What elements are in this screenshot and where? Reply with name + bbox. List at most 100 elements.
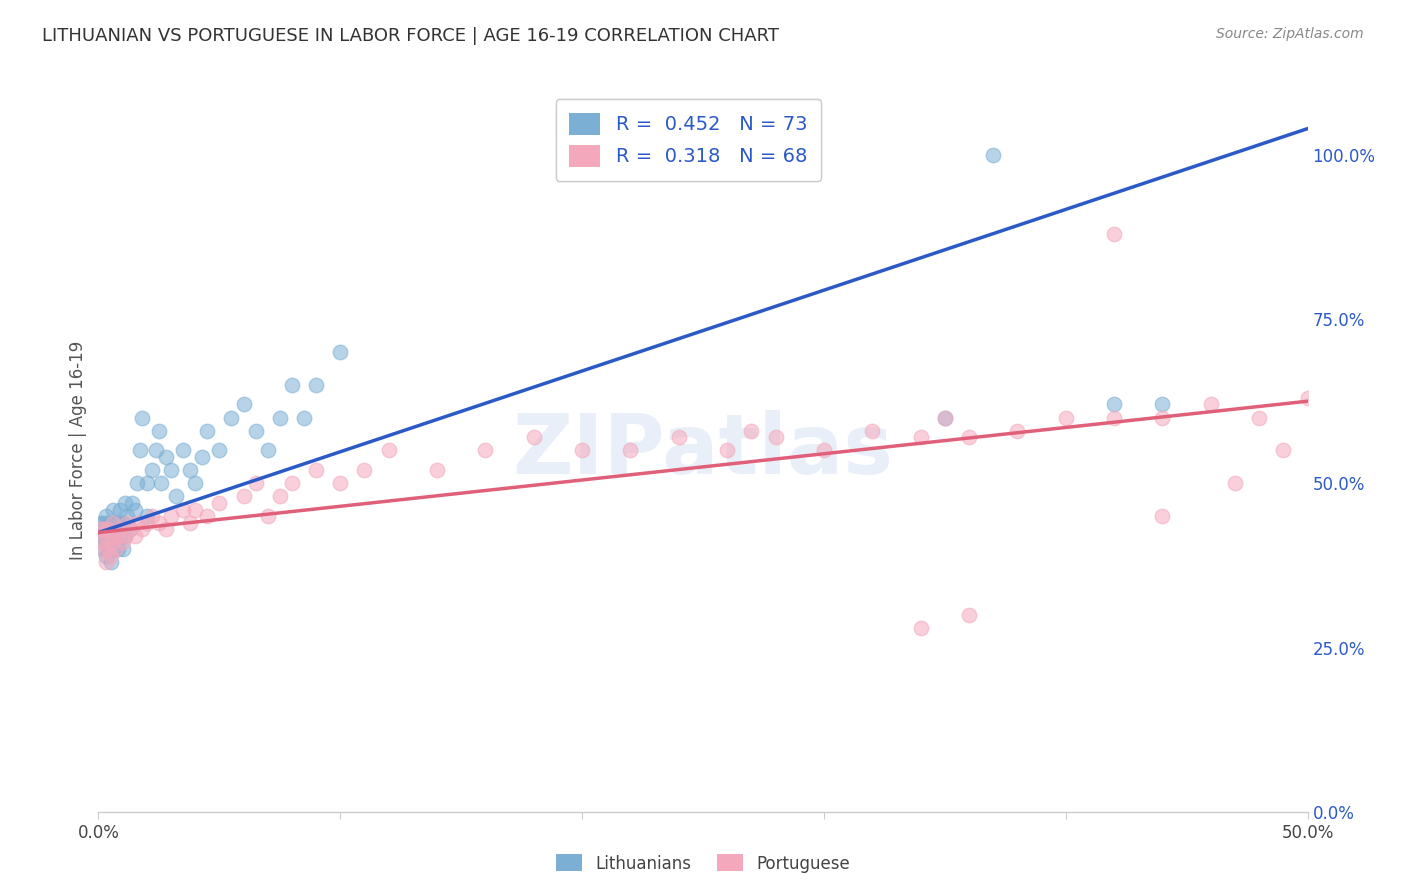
Point xyxy=(111,541,134,556)
Point xyxy=(232,397,254,411)
Point xyxy=(124,529,146,543)
Point xyxy=(101,516,124,530)
Point xyxy=(160,509,183,524)
Point xyxy=(91,522,114,536)
Point xyxy=(135,509,157,524)
Point xyxy=(94,549,117,563)
Point xyxy=(1102,397,1125,411)
Point xyxy=(165,490,187,504)
Point xyxy=(195,509,218,524)
Point xyxy=(91,541,114,556)
Point xyxy=(269,410,291,425)
Point xyxy=(127,516,149,530)
Point xyxy=(281,377,304,392)
Point xyxy=(716,443,738,458)
Legend: R =  0.452   N = 73, R =  0.318   N = 68: R = 0.452 N = 73, R = 0.318 N = 68 xyxy=(555,99,821,181)
Point xyxy=(221,410,243,425)
Point xyxy=(571,443,593,458)
Point xyxy=(128,443,150,458)
Point xyxy=(208,496,231,510)
Point xyxy=(91,541,114,556)
Point xyxy=(100,522,122,536)
Point xyxy=(1152,397,1174,411)
Point xyxy=(101,522,124,536)
Point xyxy=(256,443,278,458)
Point xyxy=(172,443,194,458)
Point xyxy=(141,463,163,477)
Point xyxy=(269,490,291,504)
Point xyxy=(118,522,141,536)
Point xyxy=(195,424,218,438)
Point xyxy=(740,424,762,438)
Point xyxy=(160,463,183,477)
Point xyxy=(155,522,177,536)
Point xyxy=(117,509,139,524)
Point xyxy=(101,535,124,549)
Point xyxy=(121,496,143,510)
Point xyxy=(108,502,131,516)
Point xyxy=(90,535,112,549)
Point xyxy=(1102,410,1125,425)
Point xyxy=(1152,410,1174,425)
Point xyxy=(740,148,762,162)
Point xyxy=(107,516,129,530)
Point xyxy=(644,148,666,162)
Point xyxy=(117,516,139,530)
Point xyxy=(104,516,127,530)
Point xyxy=(135,476,157,491)
Point xyxy=(191,450,214,464)
Point xyxy=(934,410,956,425)
Point xyxy=(131,522,153,536)
Point xyxy=(245,476,267,491)
Point xyxy=(353,463,375,477)
Point xyxy=(94,529,117,543)
Point xyxy=(118,522,141,536)
Point xyxy=(692,148,714,162)
Point xyxy=(124,502,146,516)
Point xyxy=(1199,397,1222,411)
Point xyxy=(179,463,201,477)
Point xyxy=(111,516,134,530)
Point xyxy=(184,476,207,491)
Point xyxy=(910,430,932,444)
Text: LITHUANIAN VS PORTUGUESE IN LABOR FORCE | AGE 16-19 CORRELATION CHART: LITHUANIAN VS PORTUGUESE IN LABOR FORCE … xyxy=(42,27,779,45)
Point xyxy=(101,502,124,516)
Point xyxy=(90,516,112,530)
Point xyxy=(111,535,134,549)
Point xyxy=(232,490,254,504)
Point xyxy=(329,476,352,491)
Legend: Lithuanians, Portuguese: Lithuanians, Portuguese xyxy=(548,847,858,880)
Point xyxy=(910,621,932,635)
Point xyxy=(155,450,177,464)
Y-axis label: In Labor Force | Age 16-19: In Labor Force | Age 16-19 xyxy=(69,341,87,560)
Point xyxy=(292,410,315,425)
Point xyxy=(91,516,114,530)
Point xyxy=(100,555,122,569)
Point xyxy=(256,509,278,524)
Point xyxy=(1102,227,1125,241)
Point xyxy=(135,516,157,530)
Point xyxy=(145,443,167,458)
Point xyxy=(1054,410,1077,425)
Point xyxy=(104,535,127,549)
Point xyxy=(426,463,449,477)
Point xyxy=(97,529,120,543)
Point xyxy=(90,522,112,536)
Point xyxy=(150,476,173,491)
Point xyxy=(108,529,131,543)
Point xyxy=(329,345,352,359)
Point xyxy=(644,148,666,162)
Point xyxy=(740,148,762,162)
Point xyxy=(100,535,122,549)
Point xyxy=(619,443,641,458)
Point xyxy=(474,443,496,458)
Point xyxy=(94,535,117,549)
Point xyxy=(141,509,163,524)
Text: ZIPatlas: ZIPatlas xyxy=(513,410,893,491)
Point xyxy=(97,541,120,556)
Point xyxy=(208,443,231,458)
Point xyxy=(281,476,304,491)
Point xyxy=(107,541,129,556)
Point xyxy=(245,424,267,438)
Point xyxy=(813,443,835,458)
